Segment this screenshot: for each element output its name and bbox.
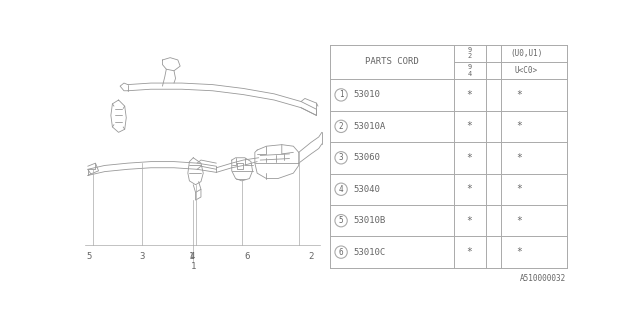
Text: 53040: 53040 [353,185,380,194]
Text: 1: 1 [189,252,195,261]
Text: *: * [467,90,472,100]
Text: *: * [467,216,472,226]
Text: 6: 6 [244,252,250,261]
Text: 3: 3 [339,153,344,162]
Text: 4: 4 [189,252,195,261]
Text: *: * [516,153,522,163]
Text: 2: 2 [339,122,344,131]
Text: 5: 5 [86,252,92,261]
Text: 53010: 53010 [353,90,380,100]
Text: *: * [516,90,522,100]
Text: 5: 5 [339,216,344,225]
Text: (U0,U1): (U0,U1) [510,49,543,58]
Text: 2: 2 [308,252,314,261]
Text: 6: 6 [339,248,344,257]
Text: 53060: 53060 [353,153,380,162]
Text: 53010B: 53010B [353,216,386,225]
Text: 9
2: 9 2 [467,47,472,60]
Text: *: * [467,184,472,194]
Text: 1: 1 [339,90,344,100]
Text: *: * [516,184,522,194]
Text: A510000032: A510000032 [520,274,566,283]
Text: PARTS CORD: PARTS CORD [365,57,419,66]
Text: 1: 1 [191,262,196,271]
Text: *: * [467,247,472,257]
Text: 53010A: 53010A [353,122,386,131]
Text: 3: 3 [139,252,145,261]
Text: 53010C: 53010C [353,248,386,257]
Text: 4: 4 [339,185,344,194]
Text: *: * [516,121,522,131]
Text: *: * [516,216,522,226]
Text: U<C0>: U<C0> [515,66,538,75]
Text: *: * [516,247,522,257]
Text: 9
4: 9 4 [467,64,472,77]
Text: *: * [467,121,472,131]
Text: *: * [467,153,472,163]
